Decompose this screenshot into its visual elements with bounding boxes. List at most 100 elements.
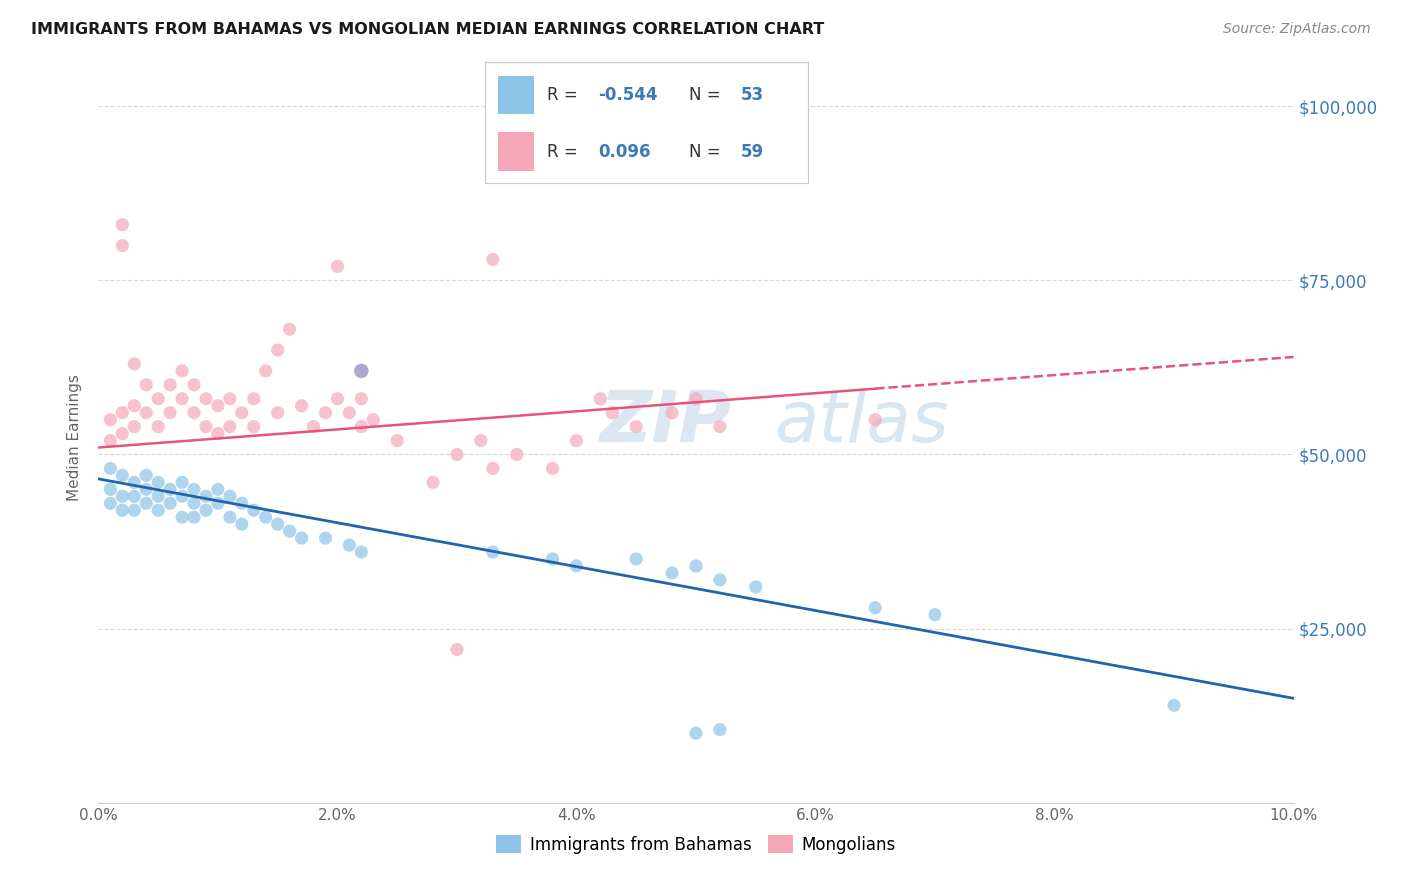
Text: R =: R = [547,143,582,161]
Point [243,419,266,434]
Point [124,503,146,517]
Point [350,545,373,559]
Point [589,169,612,183]
Point [98,461,122,475]
Point [111,503,134,517]
Point [589,392,612,406]
Point [148,392,170,406]
Point [124,357,146,371]
Point [159,483,181,497]
Point [135,377,157,392]
Point [326,260,349,274]
Point [1163,698,1185,713]
Point [339,406,361,420]
Point [685,726,707,740]
Point [148,475,170,490]
Text: 0.096: 0.096 [599,143,651,161]
Point [219,392,242,406]
Point [195,503,218,517]
Point [172,364,194,378]
Point [709,419,731,434]
Point [207,426,229,441]
Point [350,392,373,406]
Point [159,406,181,420]
Point [482,461,505,475]
Text: N =: N = [689,143,725,161]
Point [195,489,218,503]
Point [745,580,768,594]
Point [243,392,266,406]
Point [363,412,385,426]
Point [148,503,170,517]
Point [172,392,194,406]
Point [219,419,242,434]
Point [315,406,337,420]
Point [111,426,134,441]
Text: 53: 53 [741,86,763,104]
Point [626,419,648,434]
Point [315,531,337,545]
Point [339,538,361,552]
Point [446,448,468,462]
Point [207,399,229,413]
Point [219,510,242,524]
Point [709,723,731,737]
Point [470,434,492,448]
Point [98,434,122,448]
Point [183,406,205,420]
Text: 59: 59 [741,143,763,161]
Point [195,392,218,406]
Point [626,552,648,566]
FancyBboxPatch shape [498,76,533,114]
Point [219,489,242,503]
Text: ZIP: ZIP [600,388,733,457]
Point [231,496,253,510]
Text: N =: N = [689,86,725,104]
Text: atlas: atlas [773,388,948,457]
Point [709,573,731,587]
Point [422,475,444,490]
Legend: Immigrants from Bahamas, Mongolians: Immigrants from Bahamas, Mongolians [489,829,903,860]
Point [278,524,301,538]
Point [565,434,588,448]
Point [159,377,181,392]
Point [506,448,529,462]
Point [135,483,157,497]
Point [326,392,349,406]
Point [148,489,170,503]
Point [172,475,194,490]
Point [172,510,194,524]
Point [254,364,277,378]
Point [350,364,373,378]
Text: R =: R = [547,86,582,104]
Point [446,642,468,657]
Point [195,419,218,434]
Point [685,392,707,406]
Point [267,406,290,420]
Point [135,406,157,420]
Point [482,545,505,559]
Point [159,496,181,510]
Point [207,483,229,497]
Point [111,238,134,252]
Text: IMMIGRANTS FROM BAHAMAS VS MONGOLIAN MEDIAN EARNINGS CORRELATION CHART: IMMIGRANTS FROM BAHAMAS VS MONGOLIAN MED… [31,22,824,37]
Point [267,517,290,532]
Point [231,406,253,420]
Point [865,600,887,615]
Point [291,531,314,545]
Point [183,377,205,392]
Text: Source: ZipAtlas.com: Source: ZipAtlas.com [1223,22,1371,37]
Point [685,558,707,573]
Y-axis label: Median Earnings: Median Earnings [67,374,83,500]
Point [565,558,588,573]
Point [124,419,146,434]
Point [291,399,314,413]
Point [124,489,146,503]
Point [231,517,253,532]
Point [111,406,134,420]
Text: -0.544: -0.544 [599,86,658,104]
Point [172,489,194,503]
Point [661,566,683,580]
Point [254,510,277,524]
Point [135,496,157,510]
